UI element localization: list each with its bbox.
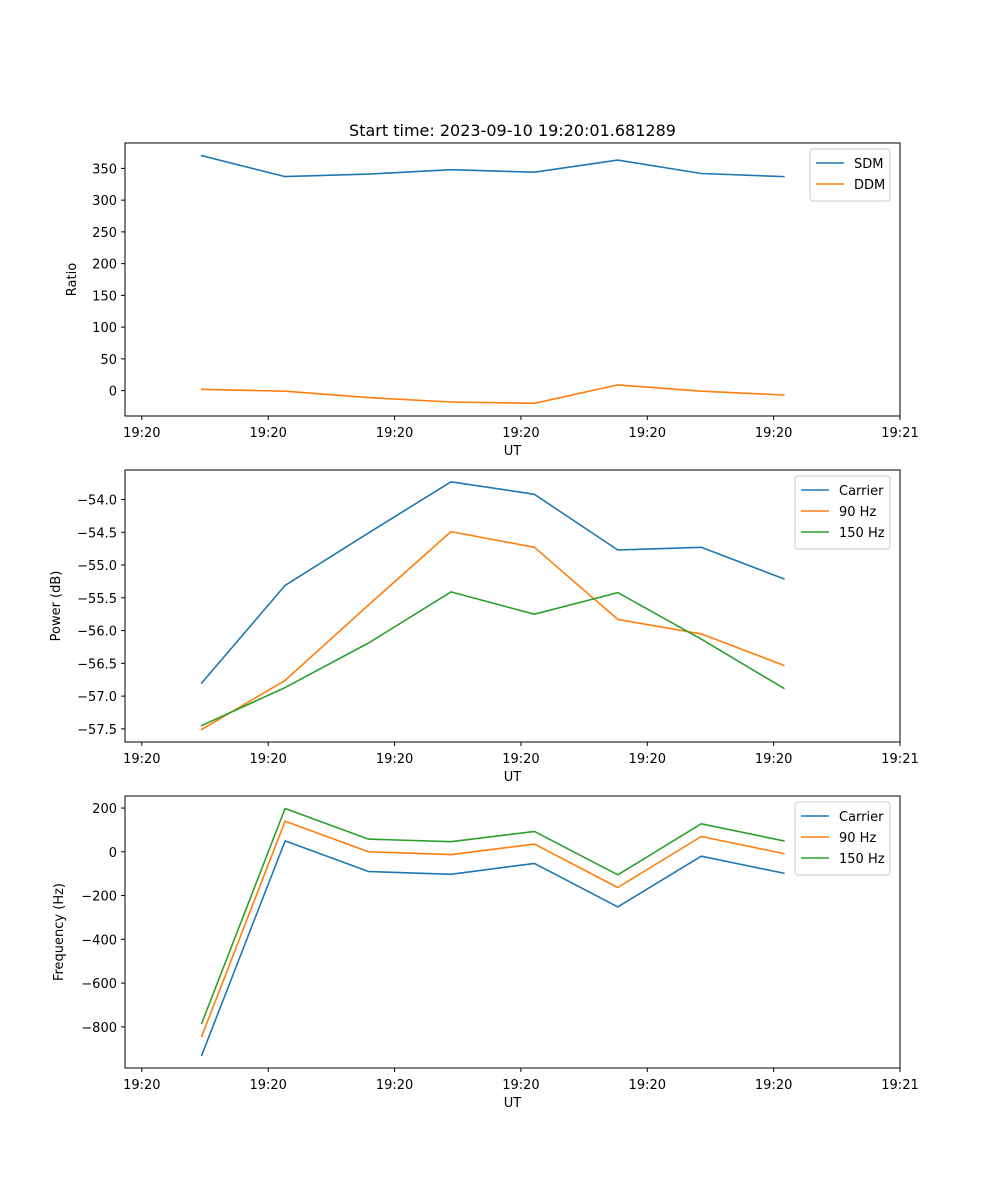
x-tick-label-power: 19:20 — [249, 752, 286, 767]
legend-ratio: SDM DDM — [809, 148, 891, 202]
y-axis-label-ratio: Ratio — [65, 263, 80, 296]
legend-label-150-hz: 150 Hz — [839, 852, 885, 867]
y-tick-label-power: −55.5 — [77, 592, 117, 607]
x-tick-label-power: 19:20 — [629, 752, 666, 767]
x-tick-label-frequency: 19:21 — [881, 1078, 918, 1093]
series-line-power-carrier — [200, 480, 785, 685]
axes-frame-ratio — [124, 142, 901, 417]
y-tick-label-frequency: −800 — [81, 1021, 117, 1036]
y-tick-label-ratio: 100 — [92, 321, 117, 336]
chart-root: 0 50 100 150 200 250 300 350 19:20 19:20 19:20 19:2… — [49, 121, 919, 1111]
y-tick-label-frequency: 200 — [92, 802, 117, 817]
subplot-power: −57.5 −57.0 −56.5 −56.0 −55.5 −55.0 −54.5 −54.0… — [49, 469, 919, 785]
x-tick-label-power: 19:20 — [376, 752, 413, 767]
subplot-frequency: −800 −600 −400 −200 0 200 19:20 19:20 19:20 19:20… — [52, 795, 919, 1111]
x-tick-label-ratio: 19:20 — [376, 426, 413, 441]
legend-label-90-hz: 90 Hz — [839, 505, 876, 520]
axes-frame-power — [124, 469, 901, 743]
legend-label-ddm: DDM — [854, 178, 885, 193]
x-tick-label-frequency: 19:20 — [629, 1078, 666, 1093]
subplot-ratio: 0 50 100 150 200 250 300 350 19:20 19:20 19:20 19:2… — [65, 121, 919, 459]
y-tick-label-power: −55.0 — [77, 559, 117, 574]
x-tick-label-frequency: 19:20 — [755, 1078, 792, 1093]
x-tick-label-power: 19:21 — [881, 752, 918, 767]
y-tick-label-frequency: −400 — [81, 933, 117, 948]
series-line-power-150-hz — [200, 591, 785, 727]
x-tick-label-ratio: 19:20 — [502, 426, 539, 441]
y-tick-label-power: −57.0 — [77, 690, 117, 705]
x-tick-label-power: 19:20 — [123, 752, 160, 767]
y-tick-label-frequency: −200 — [81, 890, 117, 905]
series-line-frequency-90-hz — [200, 820, 785, 1038]
x-tick-label-frequency: 19:20 — [123, 1078, 160, 1093]
series-line-ratio-ddm — [200, 384, 785, 405]
x-tick-label-frequency: 19:20 — [376, 1078, 413, 1093]
y-tick-label-ratio: 350 — [92, 162, 117, 177]
y-tick-label-frequency: −600 — [81, 977, 117, 992]
y-tick-label-power: −56.5 — [77, 657, 117, 672]
y-tick-label-ratio: 0 — [109, 385, 117, 400]
y-tick-label-ratio: 50 — [100, 353, 117, 368]
y-tick-label-power: −56.0 — [77, 625, 117, 640]
y-tick-label-power: −57.5 — [77, 723, 117, 738]
legend-label-90-hz: 90 Hz — [839, 831, 876, 846]
x-tick-label-ratio: 19:21 — [881, 426, 918, 441]
series-line-frequency-carrier — [200, 840, 785, 1057]
y-tick-label-power: −54.0 — [77, 493, 117, 508]
legend-label-150-hz: 150 Hz — [839, 526, 885, 541]
x-tick-label-power: 19:20 — [755, 752, 792, 767]
legend-box — [809, 148, 891, 202]
y-tick-label-power: −54.5 — [77, 526, 117, 541]
x-tick-label-power: 19:20 — [502, 752, 539, 767]
legend-label-carrier: Carrier — [839, 810, 884, 825]
y-tick-label-ratio: 200 — [92, 258, 117, 273]
series-line-frequency-150-hz — [200, 807, 785, 1025]
legend-frequency: Carrier 90 Hz 150 Hz — [794, 801, 891, 876]
x-tick-label-frequency: 19:20 — [502, 1078, 539, 1093]
legend-power: Carrier 90 Hz 150 Hz — [794, 475, 891, 550]
x-tick-label-ratio: 19:20 — [755, 426, 792, 441]
chart-title: Start time: 2023-09-10 19:20:01.681289 — [349, 121, 676, 140]
y-axis-label-frequency: Frequency (Hz) — [52, 883, 67, 981]
legend-box — [794, 801, 891, 876]
x-tick-label-ratio: 19:20 — [123, 426, 160, 441]
axes-frame-frequency — [124, 795, 901, 1069]
x-axis-label-frequency: UT — [504, 1096, 522, 1111]
y-tick-label-ratio: 250 — [92, 226, 117, 241]
y-tick-label-ratio: 150 — [92, 289, 117, 304]
series-line-ratio-sdm — [200, 154, 785, 178]
y-tick-label-frequency: 0 — [109, 846, 117, 861]
x-axis-label-power: UT — [504, 770, 522, 785]
legend-label-carrier: Carrier — [839, 484, 884, 499]
x-tick-label-ratio: 19:20 — [249, 426, 286, 441]
x-axis-label-ratio: UT — [504, 444, 522, 459]
x-tick-label-ratio: 19:20 — [629, 426, 666, 441]
legend-box — [794, 475, 891, 550]
y-axis-label-power: Power (dB) — [49, 571, 64, 642]
x-tick-label-frequency: 19:20 — [249, 1078, 286, 1093]
y-tick-label-ratio: 300 — [92, 194, 117, 209]
legend-label-sdm: SDM — [854, 157, 883, 172]
